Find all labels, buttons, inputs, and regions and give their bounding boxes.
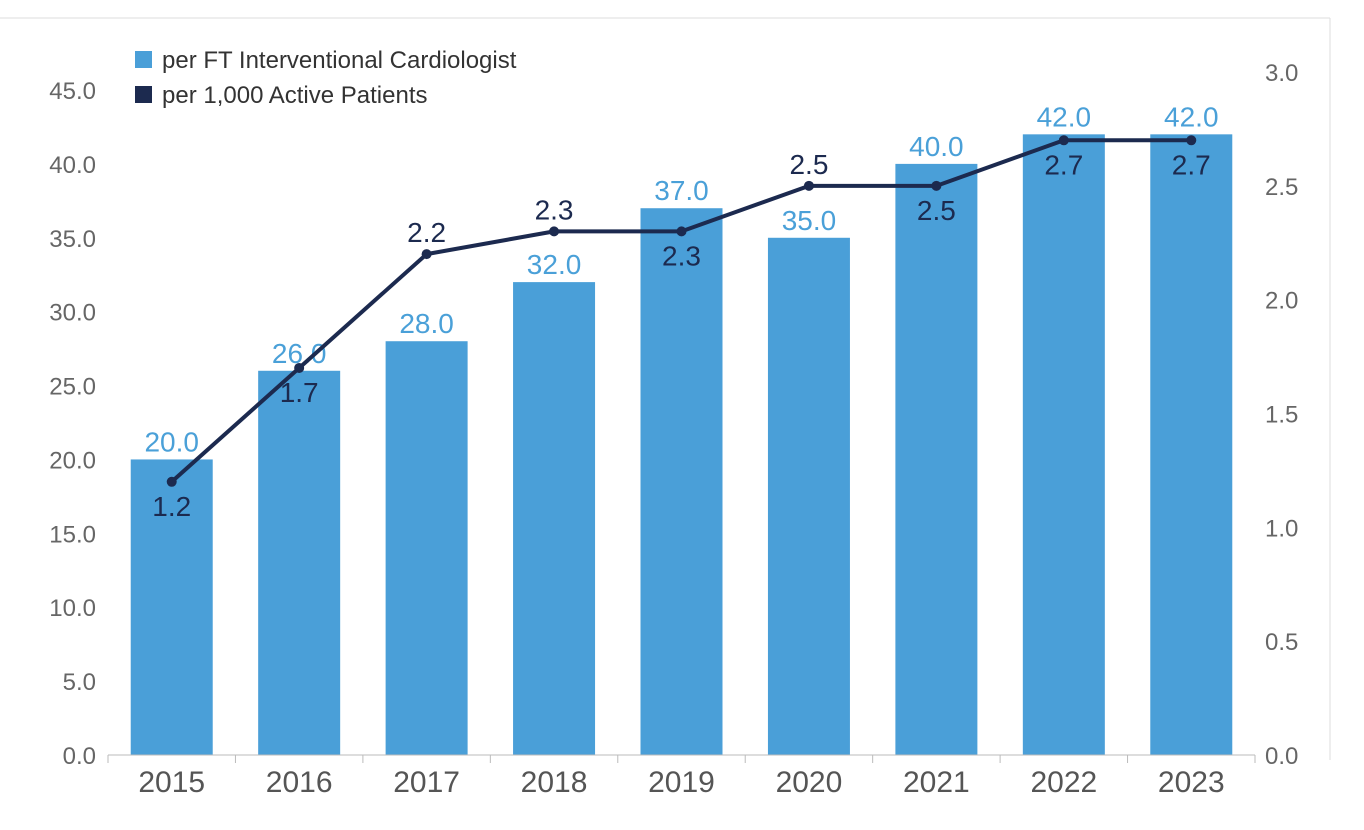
bar-data-labels: 20.026.028.032.037.035.040.042.0 42.0 bbox=[144, 101, 1218, 457]
line-point bbox=[803, 180, 814, 191]
right-axis-tick-label: 1.0 bbox=[1265, 515, 1298, 542]
left-axis-tick-label: 0.0 bbox=[63, 743, 96, 770]
bar-value-label: 40.0 bbox=[909, 131, 964, 162]
bar bbox=[767, 237, 850, 755]
bar-value-label: 42.0 bbox=[1164, 101, 1219, 132]
x-axis-tick-label: 2022 bbox=[1030, 766, 1097, 799]
right-axis-tick-label: 1.5 bbox=[1265, 402, 1298, 429]
left-axis-tick-label: 10.0 bbox=[49, 595, 96, 622]
line-value-label: 2.7 bbox=[1044, 149, 1083, 180]
legend-label-line: per 1,000 Active Patients bbox=[162, 82, 428, 109]
bar bbox=[513, 282, 596, 755]
left-y-axis: 0.0 5.0 10.0 15.0 20.0 25.0 30.0 35.0 40.0 45.0 bbox=[49, 78, 96, 770]
left-axis-tick-label: 15.0 bbox=[49, 521, 96, 548]
line-point bbox=[1058, 135, 1069, 146]
legend-swatch-line bbox=[135, 86, 152, 103]
bar bbox=[130, 459, 213, 755]
line-point bbox=[421, 249, 432, 260]
x-axis-tick-label: 2018 bbox=[521, 766, 588, 799]
line-value-label: 2.3 bbox=[535, 194, 574, 225]
x-axis-tick-label: 2023 bbox=[1158, 766, 1225, 799]
line-point bbox=[294, 362, 305, 373]
bar bbox=[385, 341, 468, 755]
right-axis-tick-label: 2.5 bbox=[1265, 174, 1298, 201]
line-value-label: 2.5 bbox=[789, 149, 828, 180]
x-axis-tick-label: 2019 bbox=[648, 766, 715, 799]
left-axis-tick-label: 30.0 bbox=[49, 300, 96, 327]
x-axis-tick-label: 2021 bbox=[903, 766, 970, 799]
bar bbox=[640, 208, 723, 755]
line-data-labels: 1.2 1.7 2.2 2.3 2.3 2.5 2.5 2.7 2.7 bbox=[152, 149, 1210, 522]
line-point bbox=[549, 226, 560, 237]
line-point bbox=[676, 226, 687, 237]
line-value-label: 2.7 bbox=[1172, 149, 1211, 180]
left-axis-tick-label: 40.0 bbox=[49, 152, 96, 179]
line-value-label: 2.3 bbox=[662, 240, 701, 271]
x-axis-tick-label: 2015 bbox=[138, 766, 205, 799]
x-axis-tick-label: 2020 bbox=[776, 766, 843, 799]
legend-swatch-bars bbox=[135, 51, 152, 68]
bar bbox=[1022, 134, 1105, 756]
right-axis-tick-label: 0.0 bbox=[1265, 743, 1298, 770]
x-axis: 2015 2016 2017 2018 2019 2020 2021 2022 2023 bbox=[107, 754, 1256, 799]
bar-value-label: 37.0 bbox=[654, 175, 709, 206]
legend: per FT Interventional Cardiologist per 1… bbox=[135, 47, 517, 109]
bar-value-label: 42.0 bbox=[1037, 101, 1092, 132]
right-axis-tick-label: 0.5 bbox=[1265, 629, 1298, 656]
bar-value-label: 32.0 bbox=[527, 249, 582, 280]
line-series bbox=[166, 135, 1197, 487]
bar-series bbox=[130, 134, 1233, 756]
line-point bbox=[166, 476, 177, 487]
right-axis-tick-label: 2.0 bbox=[1265, 288, 1298, 315]
bar bbox=[1150, 134, 1233, 756]
left-axis-tick-label: 5.0 bbox=[63, 669, 96, 696]
x-axis-tick-label: 2017 bbox=[393, 766, 460, 799]
bar-value-label: 28.0 bbox=[399, 308, 454, 339]
right-y-axis: 0.0 0.5 1.0 1.5 2.0 2.5 3.0 bbox=[1265, 60, 1298, 770]
line-value-label: 1.2 bbox=[152, 491, 191, 522]
bar-value-label: 20.0 bbox=[144, 426, 199, 457]
left-axis-tick-label: 35.0 bbox=[49, 226, 96, 253]
line-value-label: 2.5 bbox=[917, 195, 956, 226]
line-value-label: 2.2 bbox=[407, 217, 446, 248]
left-axis-tick-label: 20.0 bbox=[49, 447, 96, 474]
line-point bbox=[1186, 135, 1197, 146]
x-axis-tick-label: 2016 bbox=[266, 766, 333, 799]
bar bbox=[258, 370, 341, 755]
bar bbox=[895, 163, 978, 755]
line-value-label: 1.7 bbox=[280, 377, 319, 408]
line-point bbox=[931, 180, 942, 191]
legend-label-bars: per FT Interventional Cardiologist bbox=[162, 47, 517, 74]
bar-value-label: 35.0 bbox=[782, 205, 837, 236]
left-axis-tick-label: 45.0 bbox=[49, 78, 96, 105]
right-axis-tick-label: 3.0 bbox=[1265, 60, 1298, 87]
left-axis-tick-label: 25.0 bbox=[49, 374, 96, 401]
